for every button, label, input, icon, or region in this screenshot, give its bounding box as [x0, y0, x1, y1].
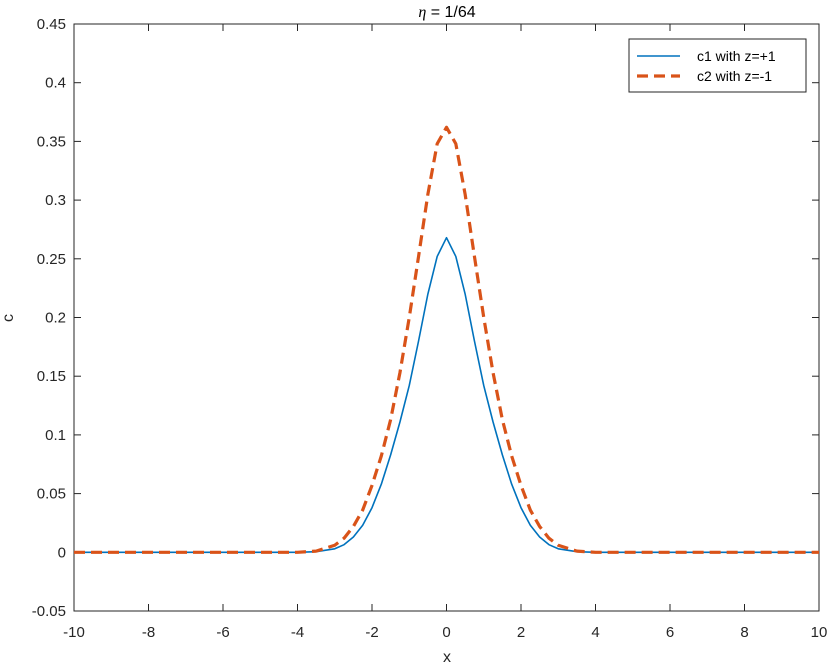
y-tick-label: 0.45 — [37, 16, 66, 33]
y-tick-label: 0.35 — [37, 133, 66, 150]
y-tick-label: 0.3 — [45, 192, 66, 209]
x-tick-label: -4 — [291, 624, 304, 641]
x-tick-label: 4 — [591, 624, 599, 641]
y-tick-label: 0 — [58, 544, 66, 561]
x-tick-label: -6 — [216, 624, 229, 641]
y-axis-label: c — [0, 314, 17, 322]
chart-title: η = 1/64 — [418, 4, 475, 21]
x-tick-label: -8 — [142, 624, 155, 641]
legend: c1 with z=+1 c2 with z=-1 — [628, 38, 807, 93]
series-line-2 — [74, 125, 819, 554]
legend-label-c2: c2 with z=-1 — [697, 68, 772, 84]
y-tick-label: 0.25 — [37, 251, 66, 268]
title-rest: = 1/64 — [426, 4, 475, 21]
y-tick-label: 0.2 — [45, 310, 66, 327]
x-tick-label: 6 — [666, 624, 674, 641]
x-tick-label: 10 — [811, 624, 828, 641]
x-tick-label: -2 — [365, 624, 378, 641]
x-tick-label: 2 — [517, 624, 525, 641]
y-tick-label: 0.4 — [45, 75, 66, 92]
y-tick-label: 0.15 — [37, 368, 66, 385]
title-symbol: η — [418, 4, 426, 21]
y-axis-tick-labels: -0.05 0 0.05 0.1 0.15 0.2 0.25 0.3 0.35 0.4 0.45 — [32, 16, 66, 620]
series-line-1 — [74, 236, 819, 554]
x-tick-label: -10 — [63, 624, 85, 641]
y-tick-label: -0.05 — [32, 603, 66, 620]
plot-area — [73, 23, 820, 612]
series-layer — [74, 125, 819, 554]
legend-label-c1: c1 with z=+1 — [697, 48, 776, 64]
x-axis-tick-labels: -10 -8 -6 -4 -2 0 2 4 6 8 10 — [63, 624, 827, 641]
x-tick-label: 8 — [740, 624, 748, 641]
x-tick-label: 0 — [442, 624, 450, 641]
x-axis-label: x — [443, 649, 451, 665]
legend-box — [628, 38, 807, 93]
y-tick-label: 0.05 — [37, 486, 66, 503]
x-axis-ticks — [73, 24, 820, 611]
y-tick-label: 0.1 — [45, 427, 66, 444]
